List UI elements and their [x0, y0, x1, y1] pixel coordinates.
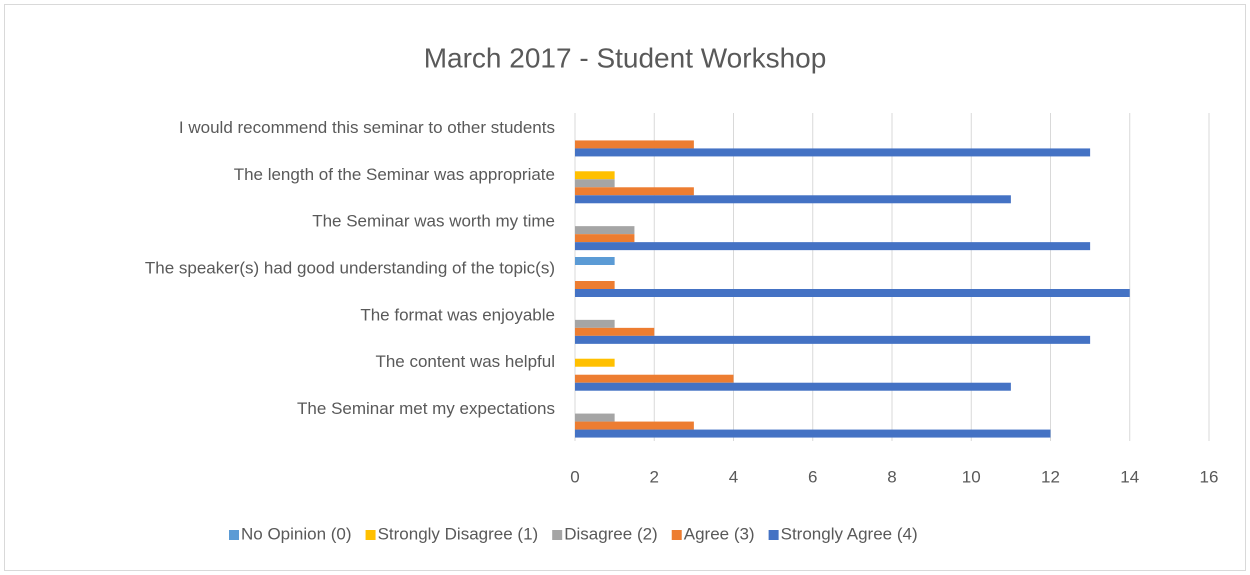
bar	[575, 187, 694, 196]
bar	[575, 257, 615, 265]
bar	[575, 319, 615, 328]
bar	[575, 226, 635, 235]
bar	[575, 421, 694, 430]
bar	[575, 335, 1091, 344]
x-tick-label: 6	[808, 467, 817, 486]
y-tick-label: The speaker(s) had good understanding of…	[145, 258, 555, 277]
x-tick-label: 4	[729, 467, 738, 486]
y-tick-label: The format was enjoyable	[360, 305, 555, 324]
x-tick-label: 10	[962, 467, 981, 486]
legend-swatch	[552, 530, 563, 540]
x-tick-label: 0	[570, 467, 579, 486]
y-tick-label: The length of the Seminar was appropriat…	[234, 165, 555, 184]
bar	[575, 242, 1091, 251]
bar	[575, 148, 1091, 157]
bar	[575, 358, 615, 367]
bar	[575, 327, 655, 336]
bar	[575, 140, 694, 149]
bar	[575, 195, 1011, 204]
bar	[575, 374, 734, 383]
y-tick-label: The content was helpful	[375, 352, 555, 371]
legend-swatch	[671, 530, 682, 540]
bar	[575, 429, 1051, 438]
chart-title: March 2017 - Student Workshop	[424, 42, 827, 73]
x-tick-label: 16	[1200, 467, 1219, 486]
legend-label: Agree (3)	[684, 524, 755, 543]
bar	[575, 382, 1011, 391]
x-tick-label: 8	[887, 467, 896, 486]
x-tick-label: 12	[1041, 467, 1060, 486]
chart-border	[4, 4, 1246, 571]
legend-label: Strongly Agree (4)	[781, 524, 918, 543]
legend-swatch	[768, 530, 779, 540]
y-tick-label: The Seminar was worth my time	[312, 212, 555, 231]
bar	[575, 281, 615, 289]
x-tick-label: 2	[650, 467, 659, 486]
bar	[575, 413, 615, 422]
legend-label: Strongly Disagree (1)	[378, 524, 539, 543]
y-tick-label: I would recommend this seminar to other …	[179, 118, 555, 137]
x-tick-label: 14	[1120, 467, 1139, 486]
bar	[575, 171, 615, 180]
legend-swatch	[365, 530, 376, 540]
legend-swatch	[229, 530, 239, 540]
legend-label: No Opinion (0)	[241, 524, 352, 543]
y-tick-label: The Seminar met my expectations	[297, 399, 555, 418]
bar	[575, 234, 635, 243]
legend-label: Disagree (2)	[564, 524, 658, 543]
bar	[575, 179, 615, 188]
bar	[575, 289, 1130, 297]
